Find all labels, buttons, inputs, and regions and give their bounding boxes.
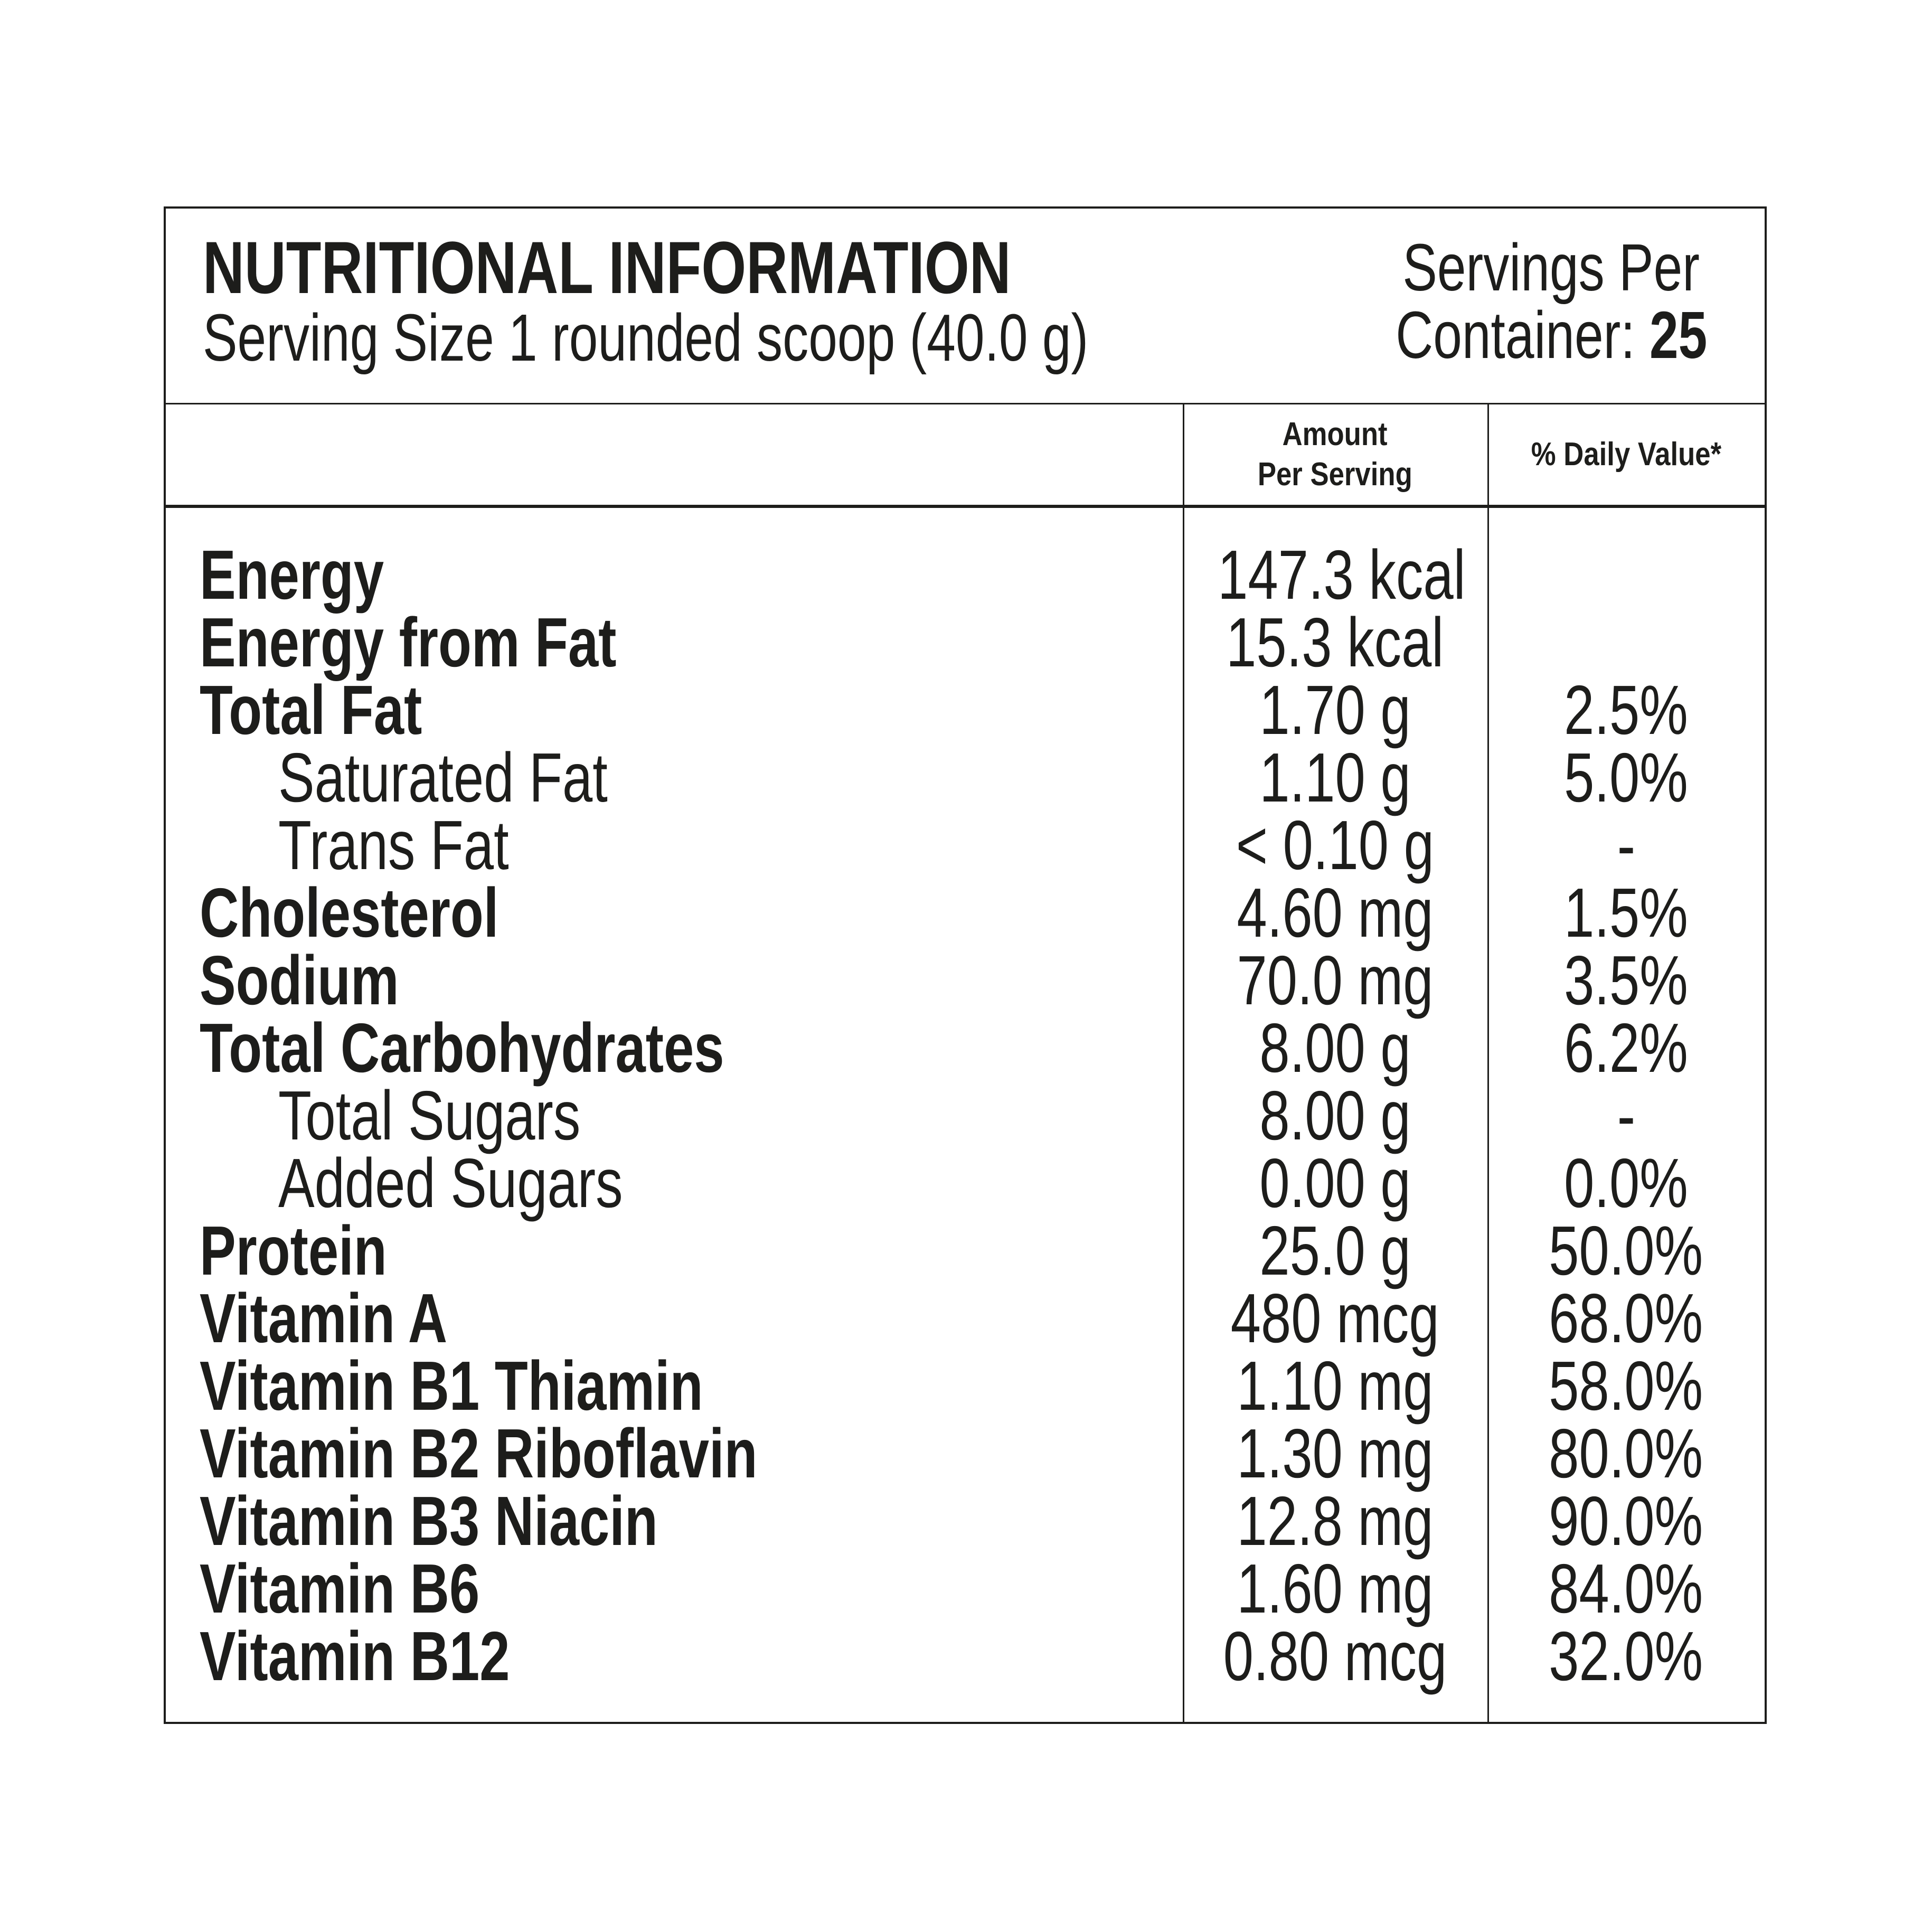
row-daily-value: 84.0% — [1549, 1550, 1703, 1627]
table-row: Cholesterol 4.60 mg 1.5% — [166, 874, 1765, 951]
row-daily-value: 68.0% — [1549, 1279, 1703, 1357]
row-daily-value: 80.0% — [1549, 1415, 1703, 1492]
row-label: Sodium — [200, 941, 399, 1019]
servings-line2-label: Container: — [1395, 298, 1635, 372]
row-daily-value: 3.5% — [1564, 941, 1688, 1019]
row-label: Total Sugars — [278, 1077, 581, 1154]
row-amount: 1.10 g — [1259, 739, 1411, 816]
row-label: Energy — [200, 536, 384, 614]
daily-value-header-text: % Daily Value* — [1531, 436, 1721, 473]
row-label: Vitamin B1 Thiamin — [200, 1347, 703, 1425]
row-amount: 0.00 g — [1259, 1144, 1411, 1222]
row-label: Total Fat — [200, 671, 422, 749]
row-label: Energy from Fat — [200, 604, 617, 681]
table-row: Saturated Fat 1.10 g 5.0% — [166, 739, 1765, 816]
row-label: Total Carbohydrates — [200, 1009, 724, 1087]
row-label: Added Sugars — [278, 1144, 623, 1222]
amount-header-line1: Amount — [1282, 416, 1388, 453]
serving-size-text: Serving Size 1 rounded scoop (40.0 g) — [203, 300, 1089, 375]
table-row: Energy from Fat 15.3 kcal — [166, 604, 1765, 681]
table-row: Energy 147.3 kcal — [166, 536, 1765, 614]
table-row: Sodium 70.0 mg 3.5% — [166, 941, 1765, 1019]
row-label: Cholesterol — [200, 874, 499, 951]
table-row: Total Sugars 8.00 g - — [166, 1077, 1765, 1154]
row-amount: 25.0 g — [1259, 1212, 1411, 1289]
row-amount: 12.8 mg — [1237, 1482, 1434, 1560]
page-title: NUTRITIONAL INFORMATION — [203, 231, 1239, 305]
row-daily-value: 90.0% — [1549, 1482, 1703, 1560]
row-daily-value: 5.0% — [1564, 739, 1688, 816]
amount-header-line2: Per Serving — [1258, 456, 1412, 493]
row-label: Vitamin B6 — [200, 1550, 480, 1627]
table-row: Vitamin B1 Thiamin 1.10 mg 58.0% — [166, 1347, 1765, 1425]
row-amount: 8.00 g — [1259, 1009, 1411, 1087]
row-amount: 8.00 g — [1259, 1077, 1411, 1154]
header-separator-line — [166, 403, 1765, 404]
row-label: Protein — [200, 1212, 387, 1289]
row-daily-value: - — [1617, 806, 1635, 884]
row-label: Vitamin B3 Niacin — [200, 1482, 658, 1560]
table-row: Vitamin B6 1.60 mg 84.0% — [166, 1550, 1765, 1627]
table-row: Vitamin B2 Riboflavin 1.30 mg 80.0% — [166, 1415, 1765, 1492]
row-amount: 15.3 kcal — [1226, 604, 1444, 681]
row-daily-value: 6.2% — [1564, 1009, 1688, 1087]
page-title-text: NUTRITIONAL INFORMATION — [203, 226, 1011, 309]
row-amount: < 0.10 g — [1236, 806, 1434, 884]
servings-count: 25 — [1649, 298, 1708, 372]
serving-size-subtitle: Serving Size 1 rounded scoop (40.0 g) — [203, 305, 1338, 371]
amount-per-serving-header: Amount Per Serving — [1183, 404, 1487, 505]
row-label: Trans Fat — [278, 806, 509, 884]
table-row: Vitamin A 480 mcg 68.0% — [166, 1279, 1765, 1357]
row-daily-value: 50.0% — [1549, 1212, 1703, 1289]
row-daily-value: - — [1617, 1077, 1635, 1154]
table-row: Vitamin B12 0.80 mcg 32.0% — [166, 1617, 1765, 1695]
row-amount: 147.3 kcal — [1218, 536, 1466, 614]
row-amount: 0.80 mcg — [1223, 1617, 1447, 1695]
row-daily-value: 2.5% — [1564, 671, 1688, 749]
servings-per-container: Servings Per Container: 25 — [1342, 234, 1760, 369]
row-daily-value — [1487, 541, 1765, 609]
table-row: Protein 25.0 g 50.0% — [166, 1212, 1765, 1289]
daily-value-header: % Daily Value* — [1487, 404, 1765, 505]
row-amount: 4.60 mg — [1237, 874, 1434, 951]
table-row: Vitamin B3 Niacin 12.8 mg 90.0% — [166, 1482, 1765, 1560]
row-amount: 1.70 g — [1259, 671, 1411, 749]
row-amount: 1.30 mg — [1237, 1415, 1434, 1492]
servings-line1: Servings Per — [1402, 230, 1700, 305]
row-amount: 1.60 mg — [1237, 1550, 1434, 1627]
row-amount: 1.10 mg — [1237, 1347, 1434, 1425]
row-amount: 70.0 mg — [1237, 941, 1434, 1019]
row-label: Vitamin B12 — [200, 1617, 510, 1695]
row-daily-value: 32.0% — [1549, 1617, 1703, 1695]
table-row: Total Fat 1.70 g 2.5% — [166, 671, 1765, 749]
row-daily-value: 0.0% — [1564, 1144, 1688, 1222]
table-row: Trans Fat < 0.10 g - — [166, 806, 1765, 884]
column-header-separator-line — [166, 505, 1765, 508]
table-row: Total Carbohydrates 8.00 g 6.2% — [166, 1009, 1765, 1087]
row-daily-value — [1487, 609, 1765, 676]
amount-column-divider — [1183, 403, 1184, 1722]
daily-value-column-divider — [1487, 403, 1489, 1722]
row-amount: 480 mcg — [1231, 1279, 1439, 1357]
row-daily-value: 1.5% — [1564, 874, 1688, 951]
row-label: Saturated Fat — [278, 739, 608, 816]
servings-line2: Container: 25 — [1342, 301, 1760, 369]
nutrition-label-box: NUTRITIONAL INFORMATION Serving Size 1 r… — [164, 206, 1767, 1724]
row-daily-value: 58.0% — [1549, 1347, 1703, 1425]
row-label: Vitamin B2 Riboflavin — [200, 1415, 758, 1492]
rows-container: Energy 147.3 kcal Energy from Fat 15.3 k… — [166, 536, 1765, 1695]
row-label: Vitamin A — [200, 1279, 448, 1357]
table-row: Added Sugars 0.00 g 0.0% — [166, 1144, 1765, 1222]
